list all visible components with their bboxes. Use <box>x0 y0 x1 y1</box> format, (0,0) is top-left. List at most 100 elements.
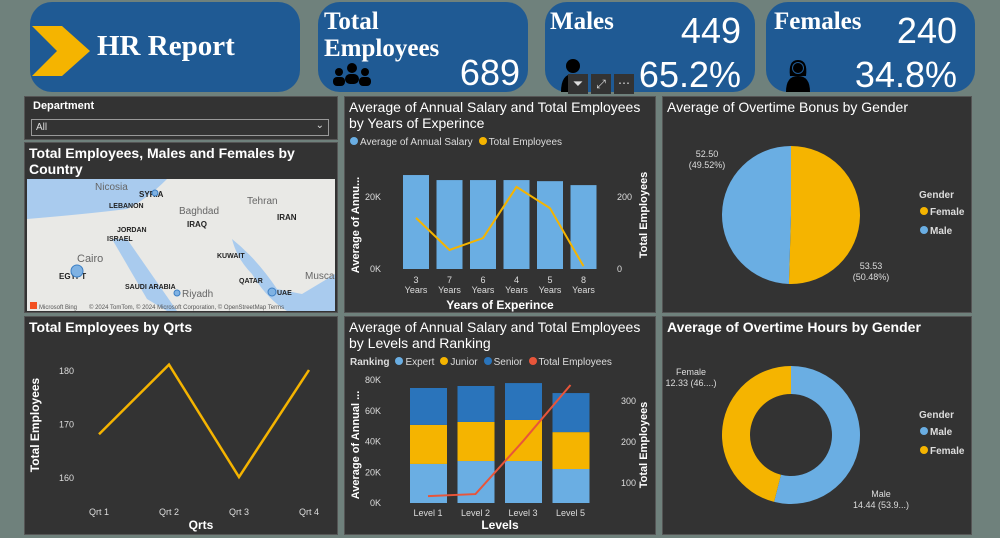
legend-dot <box>920 207 928 215</box>
legend-item: Male <box>930 427 953 438</box>
expert-bar-segment <box>505 461 542 503</box>
data-label: 52.50 <box>696 149 719 159</box>
data-label: 12.33 (46....) <box>665 378 716 388</box>
map-visual[interactable]: Nicosia SYRIA LEBANON Baghdad Tehran IRAQ IRAN… <box>27 179 335 311</box>
chart-title: Average of Overtime Bonus by Gender <box>667 99 908 115</box>
legend-title: Ranking <box>350 357 390 368</box>
junior-bar-segment <box>552 432 590 470</box>
filter-icon[interactable]: ⏷ <box>568 74 588 94</box>
x-tick-label: Qrt 2 <box>159 507 179 517</box>
y-tick-label: 160 <box>59 473 74 483</box>
junior-bar-segment <box>457 421 495 462</box>
legend-item[interactable]: Expert <box>395 357 434 368</box>
employees-line <box>427 384 572 498</box>
overtime-bonus-pie[interactable]: 53.53(50.48%) 52.50(49.52%) Gender Female Ma… <box>663 97 973 314</box>
legend-item: Male <box>930 226 953 237</box>
x-tick-label: Years <box>472 285 495 295</box>
map-bubble <box>70 264 84 278</box>
y2-tick-label: 200 <box>621 437 636 447</box>
y-tick-label: 20K <box>365 192 381 202</box>
map-label: IRAQ <box>187 220 207 229</box>
salary-bar <box>436 180 463 269</box>
map-label: EGYPT <box>59 272 86 281</box>
females-card: Females 240 34.8% <box>766 2 975 95</box>
salary-bar <box>403 175 429 269</box>
legend-item[interactable]: Senior <box>483 357 523 368</box>
y-tick-label: 0K <box>370 264 381 274</box>
department-slicer: Department All ⌄ <box>24 96 338 140</box>
department-dropdown[interactable]: All ⌄ <box>31 119 329 136</box>
chevron-down-icon: ⌄ <box>315 120 324 131</box>
senior-bar-segment <box>457 385 495 422</box>
qrts-chart-panel: Total Employees by Qrts 160 170 180 Qrt 1 Qr… <box>24 316 338 535</box>
chart-title: Average of Annual Salary and Total Emplo… <box>349 319 641 351</box>
more-options-icon[interactable]: ⋯ <box>614 74 634 94</box>
slicer-label: Department <box>33 100 95 112</box>
legend-item[interactable]: Total Employees <box>528 357 612 368</box>
y2-tick-label: 0 <box>617 264 622 274</box>
data-label: 53.53 <box>860 261 883 271</box>
y2-tick-label: 100 <box>621 478 636 488</box>
legend-dot <box>920 446 928 454</box>
bing-label: Microsoft Bing <box>39 305 77 311</box>
map-label: Nicosia <box>95 182 128 193</box>
bing-logo-icon <box>30 302 37 309</box>
males-count: 449 <box>680 10 741 51</box>
expert-bar-segment <box>457 461 495 503</box>
y-tick-label: 40K <box>365 437 381 447</box>
females-label: Females <box>774 8 862 35</box>
title-card: HR Report <box>30 2 300 92</box>
expert-bar-segment <box>552 469 590 503</box>
y-tick-label: 170 <box>59 420 74 430</box>
dropdown-value: All <box>36 122 48 133</box>
y-tick-label: 60K <box>365 406 381 416</box>
map-label: Tehran <box>247 196 278 207</box>
overtime-bonus-panel: Average of Overtime Bonus by Gender 53.5… <box>662 96 972 313</box>
legend-item[interactable]: Total Employees <box>478 137 562 148</box>
x-tick-label: Years <box>539 285 562 295</box>
map-bubble <box>267 287 277 297</box>
males-card: Males 449 65.2% <box>545 2 755 95</box>
x-tick-label: 7 <box>447 275 452 285</box>
map-label: ISRAEL <box>107 236 133 243</box>
levels-chart-panel: Average of Annual Salary and Total Emplo… <box>344 316 656 535</box>
y-axis-title: Average of Annu... <box>350 177 362 273</box>
senior-bar-segment <box>410 387 447 425</box>
y2-axis-title: Total Employees <box>638 172 650 259</box>
y-tick-label: 80K <box>365 375 381 385</box>
map-label: LEBANON <box>109 203 144 210</box>
x-tick-label: Years <box>505 285 528 295</box>
x-tick-label: 8 <box>581 275 586 285</box>
chart-legend: Ranking Expert Junior Senior Total Emplo… <box>350 357 612 368</box>
x-tick-label: 6 <box>480 275 485 285</box>
map-label: SYRIA <box>139 190 164 199</box>
years-chart-panel: Average of Annual Salary and Total Emplo… <box>344 96 656 313</box>
map-label: Cairo <box>77 253 103 265</box>
legend-item[interactable]: Junior <box>440 357 478 368</box>
employees-line <box>415 185 585 267</box>
data-label: Male <box>871 489 891 499</box>
total-employees-label: Total Employees <box>324 8 440 62</box>
data-label: (49.52%) <box>689 160 726 170</box>
report-title: HR Report <box>97 30 235 62</box>
x-tick-label: Years <box>572 285 595 295</box>
females-percent: 34.8% <box>854 54 957 95</box>
male-slice <box>774 366 860 504</box>
salary-bar <box>570 185 597 269</box>
map-title: Total Employees, Males and Females by Co… <box>29 145 295 177</box>
legend-item[interactable]: Average of Annual Salary <box>350 137 473 148</box>
data-label: (50.48%) <box>853 272 890 282</box>
senior-bar-segment <box>505 383 542 420</box>
qrts-line-chart[interactable]: 160 170 180 Qrt 1 Qrt 2 Qrt 3 Qrt 4 Qrts Total E… <box>25 317 339 536</box>
legend-title: Gender <box>919 190 954 201</box>
x-tick-label: 4 <box>514 275 519 285</box>
y-axis-title: Average of Annual ... <box>350 391 362 500</box>
map-label: QATAR <box>239 278 263 285</box>
map-label: Baghdad <box>179 206 219 217</box>
focus-mode-icon[interactable]: ⤢ <box>591 74 611 94</box>
map-panel: Total Employees, Males and Females by Co… <box>24 142 338 313</box>
x-tick-label: Years <box>405 285 428 295</box>
years-combo-chart[interactable]: 0K20K02003Years7Years6Years4Years5Years8… <box>345 97 657 314</box>
